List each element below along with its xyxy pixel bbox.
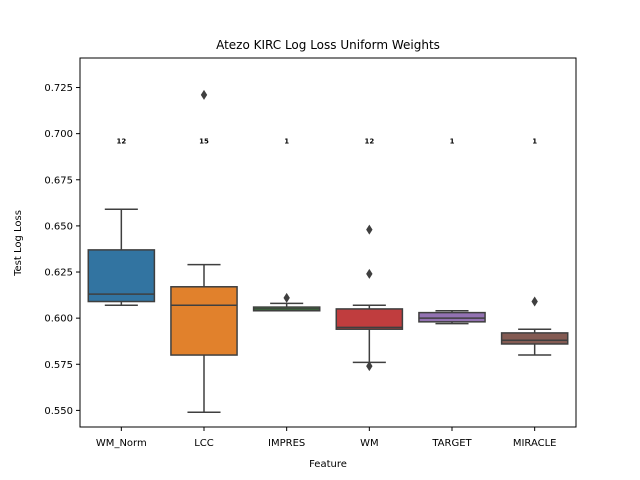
count-label: 1: [532, 138, 537, 146]
plot-area: 12 15 1 12 1 1: [87, 89, 569, 413]
x-tick-label: IMPRES: [268, 438, 305, 449]
y-tick-label: 0.650: [44, 221, 73, 232]
box: [500, 332, 569, 345]
count-label: 12: [364, 138, 374, 146]
box-group: 15: [170, 89, 238, 413]
x-tick-label: MIRACLE: [513, 438, 557, 449]
outlier-point: [283, 292, 290, 303]
y-tick-label: 0.550: [44, 406, 73, 417]
chart-title: Atezo KIRC Log Loss Uniform Weights: [216, 38, 440, 52]
count-label: 1: [450, 138, 455, 146]
y-tick-label: 0.625: [44, 268, 73, 279]
outlier-point: [366, 268, 373, 279]
x-axis-label: Feature: [309, 459, 347, 470]
box-group: 12: [335, 138, 404, 372]
outlier-point: [366, 224, 373, 235]
box: [87, 249, 156, 303]
x-tick-label: WM_Norm: [96, 438, 147, 449]
box-group: 1: [500, 138, 569, 356]
outlier-point: [366, 361, 373, 372]
x-tick-label: WM: [360, 438, 379, 449]
box: [418, 311, 486, 323]
y-tick-label: 0.700: [44, 129, 73, 140]
box-group: 1: [252, 138, 321, 312]
x-tick-label: LCC: [194, 438, 214, 449]
count-label: 12: [116, 138, 126, 146]
count-label: 1: [284, 138, 289, 146]
outlier-point: [531, 296, 538, 307]
x-axis: WM_Norm LCC IMPRES WM TARGET MIRACLE: [96, 427, 557, 449]
y-tick-label: 0.725: [44, 83, 73, 94]
box-group: 12: [87, 138, 156, 306]
y-tick-label: 0.600: [44, 314, 73, 325]
box: [170, 286, 238, 356]
x-tick-label: TARGET: [431, 438, 472, 449]
y-tick-label: 0.575: [44, 360, 73, 371]
y-tick-label: 0.675: [44, 175, 73, 186]
count-label: 15: [199, 138, 209, 146]
axes-frame: [79, 57, 577, 428]
y-axis-label: Test Log Loss: [13, 210, 24, 277]
box-group: 1: [418, 138, 486, 325]
y-axis: 0.550 0.575 0.600 0.625 0.650 0.675 0.700 0.725: [44, 83, 80, 417]
outlier-point: [200, 89, 208, 100]
box: [335, 308, 404, 330]
